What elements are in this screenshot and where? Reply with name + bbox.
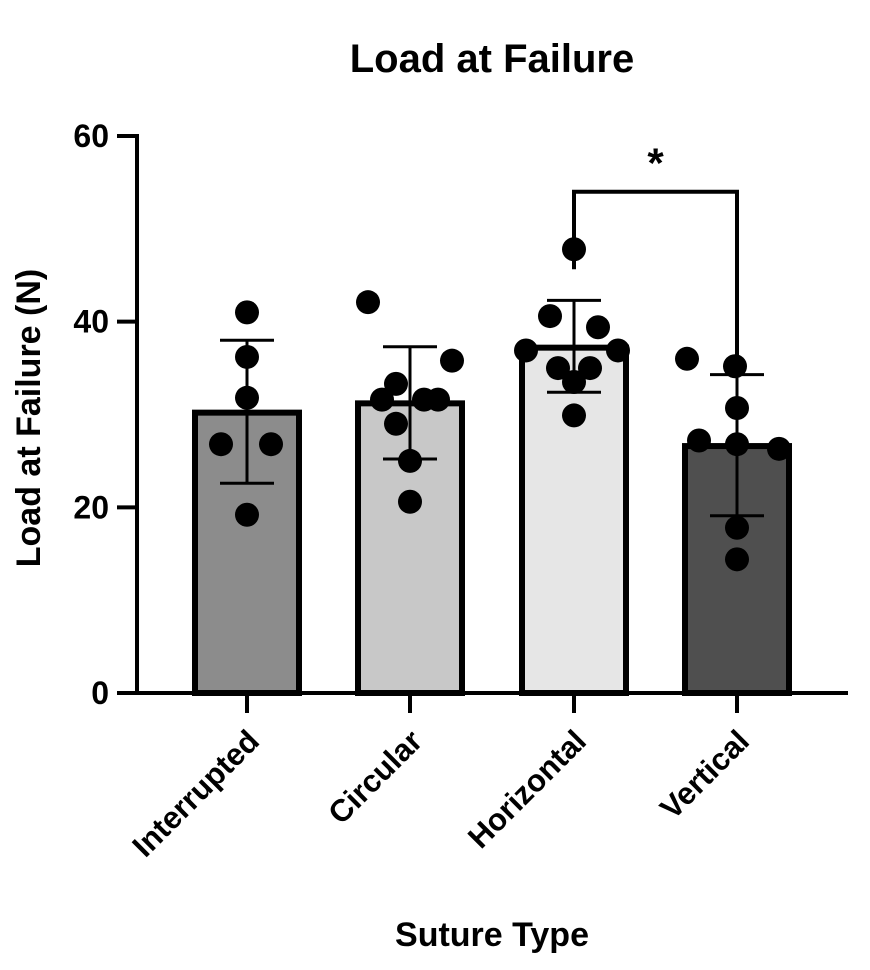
data-point xyxy=(235,385,259,410)
y-axis-label: Load at Failure (N) xyxy=(10,269,48,567)
data-point xyxy=(767,436,791,461)
data-point xyxy=(356,290,380,315)
data-point xyxy=(725,432,749,457)
y-tick-label: 20 xyxy=(73,489,109,525)
data-point xyxy=(426,387,450,412)
data-point xyxy=(578,356,602,381)
data-point xyxy=(398,489,422,514)
data-point xyxy=(586,315,610,340)
data-point xyxy=(384,411,408,436)
data-point xyxy=(235,300,259,325)
bar-horizontal xyxy=(519,344,629,696)
x-tick-label-vertical: Vertical xyxy=(653,723,756,826)
plot-area: 0 20 40 60 Interrupted Circular Horizontal Vert… xyxy=(73,118,848,864)
data-point xyxy=(725,515,749,540)
data-point xyxy=(606,338,630,363)
data-point xyxy=(384,371,408,396)
data-point xyxy=(398,448,422,473)
chart-title: Load at Failure xyxy=(350,37,635,81)
data-point xyxy=(209,432,233,457)
data-point xyxy=(725,547,749,572)
data-point xyxy=(687,428,711,453)
x-tick-label-circular: Circular xyxy=(321,723,429,831)
y-tick-label: 40 xyxy=(73,304,109,340)
x-tick-label-horizontal: Horizontal xyxy=(461,723,593,855)
data-point xyxy=(723,354,747,379)
y-tick-label: 60 xyxy=(73,118,109,154)
data-point xyxy=(440,348,464,373)
data-point xyxy=(235,344,259,369)
y-tick-label: 0 xyxy=(91,675,109,711)
significance-label: * xyxy=(647,140,664,187)
data-point xyxy=(675,346,699,371)
significance-bracket xyxy=(572,189,739,359)
data-point xyxy=(514,338,538,363)
data-point xyxy=(562,370,586,395)
data-point xyxy=(235,502,259,527)
data-point xyxy=(562,403,586,428)
data-point xyxy=(538,304,562,329)
x-tick-label-interrupted: Interrupted xyxy=(126,723,266,863)
data-point xyxy=(546,356,570,381)
x-axis-label: Suture Type xyxy=(395,916,589,954)
data-point xyxy=(725,396,749,421)
data-point xyxy=(259,432,283,457)
data-point xyxy=(370,387,394,412)
